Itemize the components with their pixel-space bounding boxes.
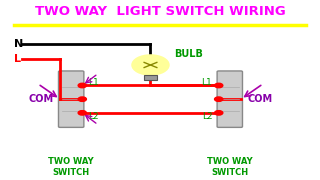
Circle shape <box>132 55 169 75</box>
Circle shape <box>78 97 86 101</box>
FancyBboxPatch shape <box>217 71 243 127</box>
Circle shape <box>215 83 223 88</box>
Circle shape <box>215 111 223 115</box>
Text: TWO WAY
SWITCH: TWO WAY SWITCH <box>48 157 94 177</box>
Text: L2: L2 <box>202 112 212 121</box>
Text: TWO WAY  LIGHT SWITCH WIRING: TWO WAY LIGHT SWITCH WIRING <box>35 5 285 18</box>
Circle shape <box>78 83 86 88</box>
Text: COM: COM <box>28 94 54 104</box>
Text: COM: COM <box>247 94 272 104</box>
Circle shape <box>215 97 223 101</box>
Circle shape <box>78 111 86 115</box>
FancyBboxPatch shape <box>59 71 84 127</box>
Text: L2: L2 <box>89 112 99 121</box>
Text: L1: L1 <box>89 78 100 87</box>
Text: TWO WAY
SWITCH: TWO WAY SWITCH <box>207 157 252 177</box>
Text: L1: L1 <box>202 78 212 87</box>
Text: L: L <box>14 54 21 64</box>
Bar <box>144 75 157 80</box>
Text: BULB: BULB <box>174 49 203 59</box>
Text: N: N <box>14 39 23 50</box>
